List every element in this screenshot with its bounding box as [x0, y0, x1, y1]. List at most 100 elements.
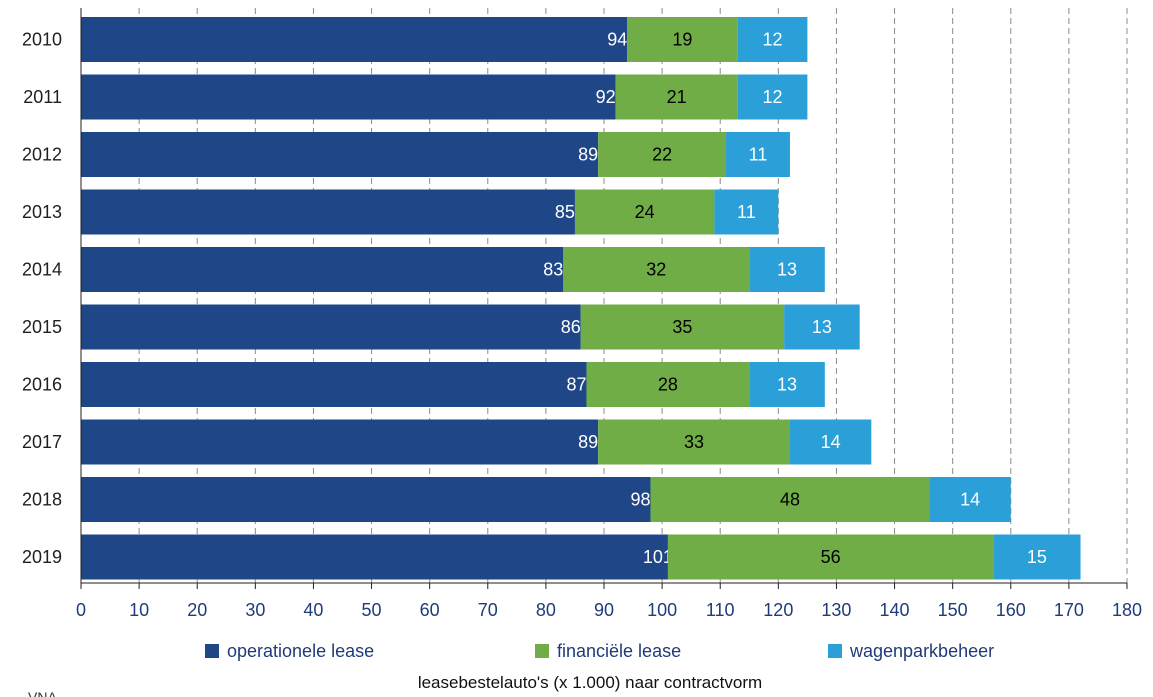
bar-value-label: 15 [1027, 547, 1047, 567]
bar-2019-1 [667, 534, 994, 580]
bar-2014-2 [749, 247, 825, 292]
bar-value-label: 21 [667, 87, 687, 107]
legend-label: financiële lease [557, 641, 681, 661]
bar-2016-2 [749, 362, 825, 407]
y-tick-label: 2013 [22, 202, 62, 222]
bar-2016-0 [81, 362, 587, 407]
x-tick-label: 100 [647, 600, 677, 620]
x-tick-label: 120 [763, 600, 793, 620]
x-tick-label: 180 [1112, 600, 1142, 620]
bar-2010-0 [81, 17, 628, 62]
x-tick-label: 50 [362, 600, 382, 620]
y-tick-label: 2019 [22, 547, 62, 567]
bar-2011-1 [615, 74, 738, 120]
bar-value-label: 12 [763, 29, 783, 49]
bar-2017-1 [598, 419, 790, 465]
bar-2012-0 [81, 132, 599, 177]
bar-value-label: 14 [821, 432, 841, 452]
x-tick-label: 30 [245, 600, 265, 620]
y-tick-label: 2011 [23, 87, 62, 107]
bar-value-label: 89 [578, 432, 598, 452]
bar-2011-2 [737, 74, 808, 120]
bar-2016-1 [586, 362, 750, 407]
x-tick-label: 60 [420, 600, 440, 620]
bar-value-label: 89 [578, 144, 598, 164]
bar-value-label: 92 [596, 87, 616, 107]
bar-value-label: 19 [672, 29, 692, 49]
bar-value-label: 11 [737, 202, 756, 222]
x-tick-label: 40 [303, 600, 323, 620]
bar-2013-1 [574, 189, 715, 235]
bar-2012-1 [598, 132, 727, 177]
bar-value-label: 35 [672, 317, 692, 337]
bar-value-label: 28 [658, 374, 678, 394]
bar-value-label: 86 [561, 317, 581, 337]
bar-2015-2 [784, 304, 860, 350]
bar-value-label: 13 [777, 259, 797, 279]
legend-label: operationele lease [227, 641, 374, 661]
bar-2011-0 [81, 74, 616, 120]
y-tick-label: 2018 [22, 489, 62, 509]
bar-value-label: 13 [812, 317, 832, 337]
bar-2014-0 [81, 247, 564, 292]
bar-2013-0 [81, 189, 575, 235]
bar-value-label: 83 [543, 259, 563, 279]
x-tick-label: 170 [1054, 600, 1084, 620]
legend: operationele lease financiële lease wagenp… [205, 641, 994, 661]
x-tick-label: 80 [536, 600, 556, 620]
bar-2019-0 [81, 534, 668, 580]
bar-value-label: 12 [763, 87, 783, 107]
bar-value-label: 32 [646, 259, 666, 279]
y-tick-label: 2012 [22, 144, 62, 164]
x-tick-label: 90 [594, 600, 614, 620]
bar-2010-1 [627, 17, 738, 62]
bar-2013-2 [714, 189, 779, 235]
x-tick-label: 110 [706, 600, 735, 620]
x-tick-label: 10 [129, 600, 149, 620]
y-tick-label: 2017 [22, 432, 62, 452]
source-note: VNA [28, 689, 57, 697]
bar-2018-1 [650, 477, 930, 522]
bar-value-label: 87 [567, 374, 587, 394]
bar-value-label: 33 [684, 432, 704, 452]
bar-2017-0 [81, 419, 599, 465]
bar-value-label: 85 [555, 202, 575, 222]
bar-value-label: 11 [749, 144, 768, 164]
y-tick-label: 2016 [22, 374, 62, 394]
bar-value-label: 101 [643, 547, 673, 567]
axes: 2010201120122013201420152016201720182019… [22, 8, 1142, 620]
legend-swatch [828, 644, 842, 658]
legend-swatch [535, 644, 549, 658]
bar-2014-1 [563, 247, 750, 292]
bar-value-label: 94 [607, 29, 627, 49]
bar-value-label: 48 [780, 489, 800, 509]
y-tick-label: 2010 [22, 29, 62, 49]
bar-2015-1 [580, 304, 785, 350]
x-tick-label: 70 [478, 600, 498, 620]
bar-value-label: 22 [652, 144, 672, 164]
x-axis-caption: leasebestelauto's (x 1.000) naar contrac… [418, 673, 762, 692]
x-tick-label: 160 [996, 600, 1026, 620]
bar-value-label: 24 [635, 202, 655, 222]
bar-2019-2 [993, 534, 1081, 580]
bar-2017-2 [789, 419, 872, 465]
y-tick-label: 2015 [22, 317, 62, 337]
bar-2018-0 [81, 477, 651, 522]
bar-value-label: 13 [777, 374, 797, 394]
bars: 94 19 12 92 21 12 89 22 11 85 24 11 83 32 13 86 35 13 87 28… [81, 17, 1081, 580]
bar-2010-2 [737, 17, 808, 62]
x-tick-label: 150 [938, 600, 968, 620]
bar-value-label: 98 [630, 489, 650, 509]
x-tick-label: 20 [187, 600, 207, 620]
bar-2018-2 [929, 477, 1011, 522]
bar-value-label: 14 [960, 489, 980, 509]
bar-2015-0 [81, 304, 581, 350]
bar-value-label: 56 [821, 547, 841, 567]
legend-swatch [205, 644, 219, 658]
x-tick-label: 0 [76, 600, 86, 620]
x-tick-label: 130 [821, 600, 851, 620]
legend-label: wagenparkbeheer [849, 641, 994, 661]
x-tick-label: 140 [880, 600, 910, 620]
